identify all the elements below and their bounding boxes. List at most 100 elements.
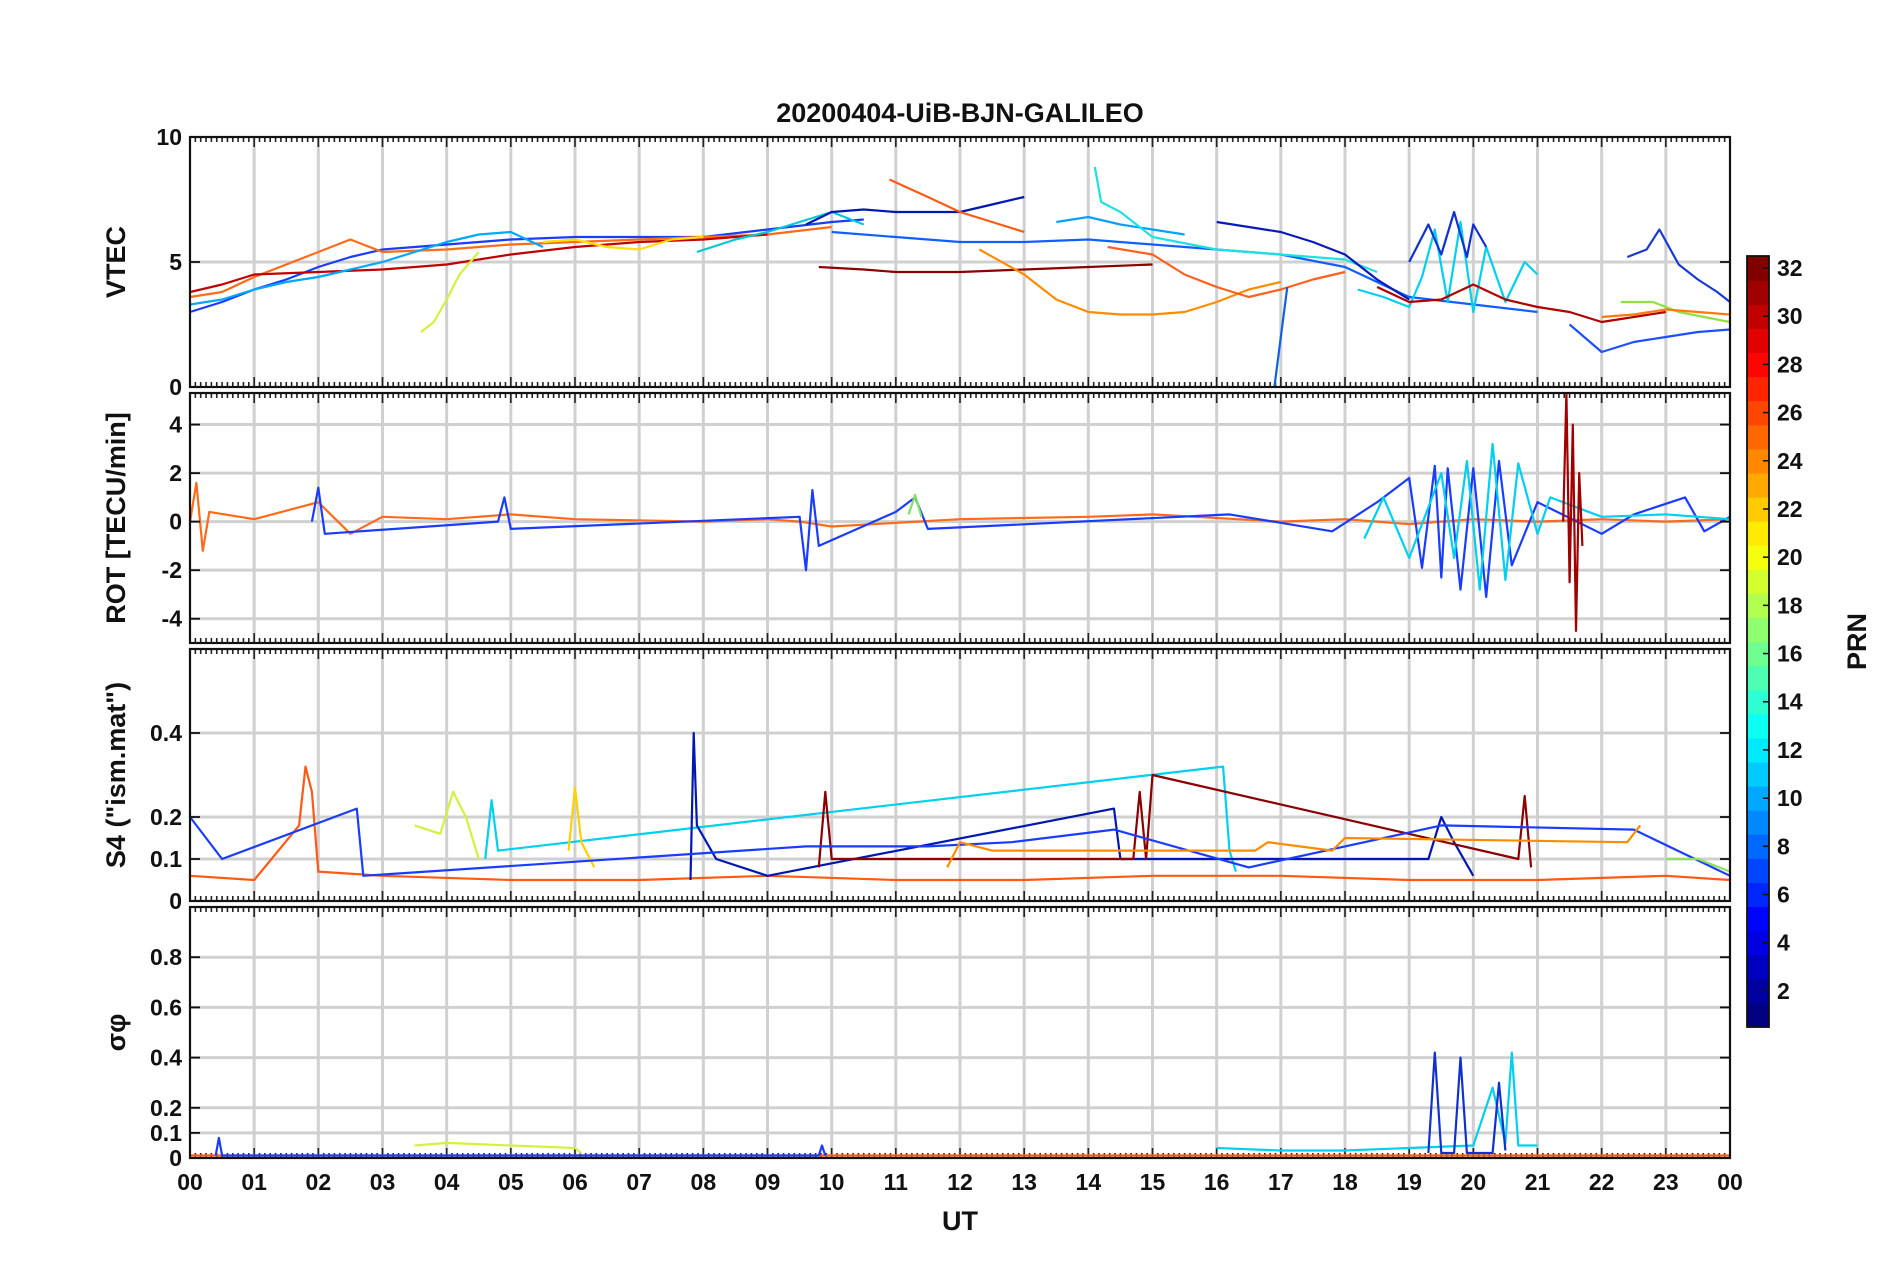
series-line-7	[818, 263, 1153, 274]
x-tick-label: 04	[434, 1169, 460, 1195]
y-tick-label: 0.1	[150, 1120, 182, 1146]
colorbar-frame	[1746, 255, 1770, 1028]
series-line-18	[1357, 220, 1539, 314]
colorbar-segment	[1747, 665, 1769, 691]
series-group	[190, 731, 1730, 882]
x-tick-label: 11	[884, 1169, 909, 1195]
colorbar-segment	[1747, 521, 1769, 546]
series-line-8	[946, 824, 1642, 868]
x-tick-label: 15	[1140, 1169, 1166, 1195]
y-tick-label: 4	[169, 412, 182, 438]
colorbar-segment	[1747, 954, 1769, 980]
series-line-12	[978, 248, 1282, 316]
panel-2: -4 -2 0 2 4 ROT [TECU/min]	[101, 391, 1732, 645]
x-tick-label: 19	[1396, 1169, 1422, 1195]
colorbar-label: PRN	[1842, 613, 1872, 670]
colorbar-segment	[1747, 737, 1769, 763]
y-axis-label: σφ	[101, 1014, 131, 1052]
panel-3: 0 0.1 0.2 0.4 S4 ("ism.mat")	[101, 647, 1732, 914]
colorbar-tick-label: 6	[1777, 881, 1790, 907]
colorbar-tick-label: 2	[1777, 978, 1790, 1004]
colorbar-segment	[1747, 906, 1769, 932]
series-group	[190, 166, 1730, 387]
colorbar-tick-label: 20	[1777, 544, 1803, 570]
series-line-14	[1093, 166, 1378, 274]
colorbar-segment	[1747, 256, 1769, 281]
series-line-5	[214, 1136, 827, 1157]
colorbar-tick-label: 22	[1777, 496, 1803, 522]
colorbar-segment	[1747, 1002, 1769, 1028]
x-tick-label: 21	[1525, 1169, 1551, 1195]
colorbar-tick-label: 24	[1777, 448, 1803, 474]
colorbar-tick-label: 14	[1777, 689, 1803, 715]
x-tick-label: 00	[1717, 1169, 1743, 1195]
colorbar-segment	[1747, 424, 1769, 450]
colorbar-segment	[1747, 858, 1769, 884]
series-line-4	[1562, 393, 1584, 633]
x-tick-label: 17	[1268, 1169, 1294, 1195]
colorbar-tick-label: 16	[1777, 641, 1803, 667]
colorbar-segment	[1747, 593, 1769, 619]
series-line-1	[190, 481, 1730, 552]
y-tick-label: 0.4	[150, 1045, 182, 1071]
x-tick-label: 09	[755, 1169, 781, 1195]
colorbar-segment	[1747, 448, 1769, 474]
series-line-22	[1626, 228, 1730, 303]
series-line-8	[696, 210, 865, 254]
colorbar-tick-label: 8	[1777, 833, 1790, 859]
series-line-5	[420, 251, 480, 333]
series-line-3	[1363, 442, 1730, 591]
y-tick-label: 0.6	[150, 994, 182, 1020]
y-axis-label: S4 ("ism.mat")	[101, 682, 131, 868]
panel-4: 00.10.2 0.4 0.6 0.8 σφ 00 01 02 03 04 05 06 07 08 09 10…	[101, 905, 1743, 1236]
y-tick-label: 0.2	[150, 1095, 182, 1121]
colorbar-segment	[1747, 376, 1769, 402]
colorbar-segment	[1747, 761, 1769, 787]
x-tick-label: 14	[1076, 1169, 1102, 1195]
x-tick-label: 22	[1589, 1169, 1615, 1195]
colorbar-segment	[1747, 496, 1769, 522]
series-line-4	[567, 786, 596, 868]
colorbar-segment	[1747, 930, 1769, 956]
series-line-16	[1216, 220, 1410, 301]
series-line-4	[190, 230, 544, 306]
y-tick-label: 0	[169, 888, 182, 914]
colorbar-segment	[1747, 400, 1769, 426]
y-tick-label: 2	[169, 460, 182, 486]
axes-frame	[188, 905, 1732, 1160]
series-line-13	[1056, 215, 1185, 236]
x-tick-label: 12	[947, 1169, 973, 1195]
series-line-3	[1216, 1051, 1538, 1152]
colorbar-tick-label: 30	[1777, 303, 1803, 329]
x-axis-label: UT	[942, 1206, 978, 1236]
series-line-2	[414, 1141, 583, 1154]
y-tick-label: 0	[169, 374, 182, 400]
series-line-2	[310, 459, 1730, 599]
x-tick-label: 23	[1653, 1169, 1679, 1195]
panel-1: 0 5 10 VTEC 20200404-UiB-BJN-GALILEO	[101, 98, 1732, 400]
y-tick-label: 0.1	[150, 846, 182, 872]
series-line-2	[414, 790, 480, 860]
series-line-20	[1376, 283, 1666, 324]
colorbar-tick-label: 32	[1777, 255, 1803, 281]
series-line-21	[1568, 323, 1730, 354]
y-tick-label: 0	[169, 1145, 182, 1171]
series-line-10	[888, 178, 1025, 234]
x-tick-label: 20	[1461, 1169, 1487, 1195]
x-tick-label: 07	[626, 1169, 652, 1195]
y-tick-label: 0.4	[150, 720, 182, 746]
series-line-23	[1620, 300, 1730, 324]
colorbar-segment	[1747, 810, 1769, 835]
x-tick-label: 02	[306, 1169, 332, 1195]
y-tick-label: 10	[156, 124, 182, 150]
y-tick-label: 5	[169, 249, 182, 275]
series-line-6	[542, 235, 704, 251]
y-axis-label: ROT [TECU/min]	[101, 412, 131, 623]
colorbar-tick-label: 26	[1777, 400, 1803, 426]
series-line-1	[190, 218, 864, 314]
axes-frame	[188, 391, 1732, 645]
y-tick-label: 0.2	[150, 804, 182, 830]
series-group	[190, 393, 1730, 633]
colorbar-segment	[1747, 304, 1769, 329]
